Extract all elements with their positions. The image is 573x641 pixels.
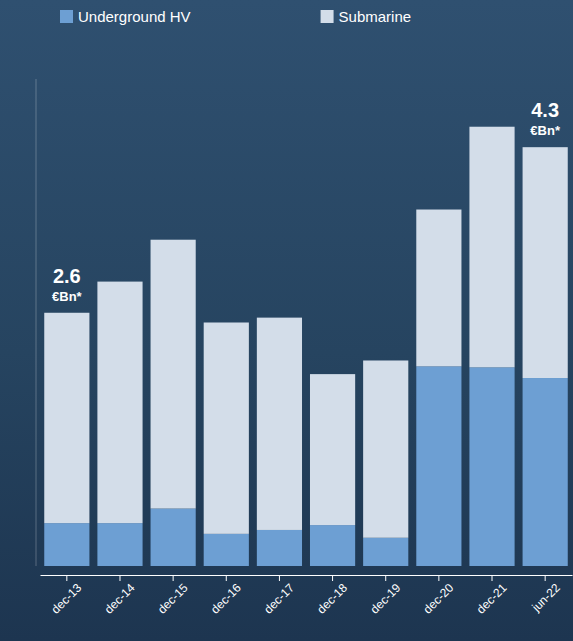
x-tick-label: dec-14 xyxy=(102,580,138,616)
background xyxy=(0,0,573,641)
x-tick: dec-14 xyxy=(102,575,138,617)
legend: Underground HV Submarine xyxy=(60,8,411,25)
x-tick: dec-20 xyxy=(421,575,457,617)
x-tick-mark xyxy=(438,575,439,581)
x-tick: dec-16 xyxy=(208,575,244,617)
bar-segment xyxy=(204,534,249,566)
bars xyxy=(44,127,567,566)
x-tick-label: dec-15 xyxy=(155,580,191,616)
bar-segment xyxy=(363,538,408,566)
chart: dec-13 dec-14 dec-15 dec-16 dec-17 dec-18 dec-… xyxy=(0,0,573,641)
bar-segment xyxy=(310,374,355,525)
x-tick-label: jun-22 xyxy=(529,580,563,614)
bar-segment xyxy=(151,240,196,509)
legend-swatch xyxy=(60,10,73,23)
x-tick-mark xyxy=(545,575,546,581)
x-tick: dec-17 xyxy=(261,575,297,617)
annotation-unit: €Bn* xyxy=(530,123,561,138)
bar-segment xyxy=(310,525,355,566)
bar-segment xyxy=(204,323,249,534)
y-axis-line xyxy=(36,79,37,566)
x-tick-label: dec-17 xyxy=(261,580,297,616)
bar-segment xyxy=(469,127,514,368)
x-tick: dec-19 xyxy=(367,575,403,617)
x-tick: dec-21 xyxy=(474,575,510,617)
x-tick-label: dec-19 xyxy=(367,580,403,616)
annotations: 2.6 €Bn* 4.3 €Bn* xyxy=(52,99,561,304)
bar-segment xyxy=(469,367,514,566)
x-tick-mark xyxy=(385,575,386,581)
bar-segment xyxy=(257,318,302,530)
bar-segment xyxy=(416,366,461,566)
x-tick-label: dec-16 xyxy=(208,580,244,616)
x-tick: jun-22 xyxy=(529,575,563,615)
bar-segment xyxy=(44,523,89,566)
annotation-value: 2.6 xyxy=(53,265,81,287)
annotation-value: 4.3 xyxy=(531,99,559,121)
bar-segment xyxy=(523,378,568,566)
bar-segment xyxy=(97,523,142,566)
x-tick-mark xyxy=(226,575,227,581)
x-tick-mark xyxy=(332,575,333,581)
x-tick-mark xyxy=(66,575,67,581)
x-tick: dec-15 xyxy=(155,575,191,617)
bar-segment xyxy=(257,530,302,566)
x-tick-mark xyxy=(492,575,493,581)
legend-label: Submarine xyxy=(339,8,412,25)
x-tick-label: dec-20 xyxy=(421,580,457,616)
x-tick-mark xyxy=(119,575,120,581)
x-tick-label: dec-21 xyxy=(474,580,510,616)
x-axis: dec-13 dec-14 dec-15 dec-16 dec-17 dec-18 dec-… xyxy=(41,575,573,617)
legend-swatch xyxy=(321,10,334,23)
annotation-unit: €Bn* xyxy=(52,289,83,304)
x-tick-mark xyxy=(279,575,280,581)
legend-item: Underground HV xyxy=(60,8,191,25)
x-tick-mark xyxy=(173,575,174,581)
x-tick: dec-13 xyxy=(49,575,85,617)
bar-segment xyxy=(44,313,89,523)
legend-label: Underground HV xyxy=(78,8,191,25)
bar-segment xyxy=(523,147,568,378)
bar-segment xyxy=(97,282,142,524)
bar-segment xyxy=(363,360,408,537)
legend-item: Submarine xyxy=(321,8,412,25)
x-tick-label: dec-18 xyxy=(314,580,350,616)
x-tick-label: dec-13 xyxy=(49,580,85,616)
bar-segment xyxy=(416,210,461,367)
x-tick: dec-18 xyxy=(314,575,350,617)
bar-segment xyxy=(151,509,196,566)
